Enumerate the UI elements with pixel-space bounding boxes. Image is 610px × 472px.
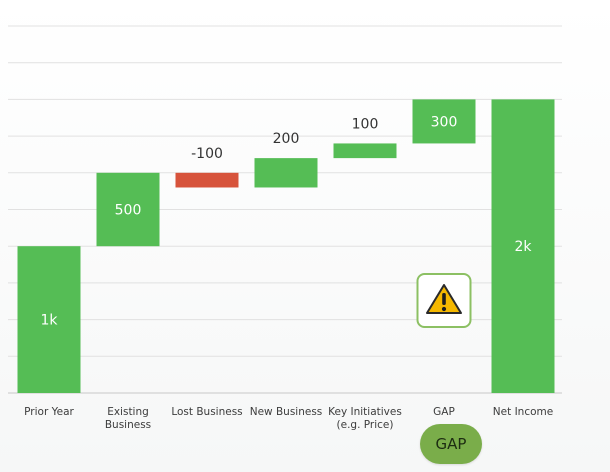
gap-button-label: GAP: [435, 435, 467, 453]
waterfall-bar: [333, 143, 397, 159]
waterfall-bar: [412, 99, 476, 144]
x-tick-label: Key Initiatives (e.g. Price): [328, 406, 402, 431]
data-label: 200: [273, 131, 300, 147]
waterfall-bar: [491, 99, 555, 394]
waterfall-bar: [96, 172, 160, 247]
x-tick-label-line: (e.g. Price): [337, 419, 394, 431]
x-tick-label-line: Existing: [107, 406, 149, 418]
x-tick-label-line: New Business: [250, 406, 323, 418]
data-label: -100: [191, 146, 223, 162]
warning-icon-stem: [442, 293, 446, 305]
data-label: 300: [431, 114, 458, 130]
waterfall-bar: [254, 158, 318, 188]
data-label: 100: [352, 116, 379, 132]
x-tick-label-line: GAP: [433, 406, 455, 418]
data-label: 500: [115, 203, 142, 219]
data-label: 1k: [40, 313, 58, 329]
waterfall-bar: [17, 246, 81, 393]
x-tick-label-line: Key Initiatives: [328, 406, 402, 418]
x-tick-label-line: Prior Year: [24, 406, 74, 418]
x-tick-label-line: Lost Business: [171, 406, 242, 418]
x-tick-label: GAP: [433, 406, 455, 418]
x-tick-label: Net Income: [493, 406, 553, 418]
x-tick-label: New Business: [250, 406, 323, 418]
data-label: 2k: [514, 239, 532, 255]
x-tick-label: Lost Business: [171, 406, 242, 418]
x-tick-label: Existing Business: [105, 406, 151, 431]
x-tick-label: Prior Year: [24, 406, 74, 418]
x-tick-label-line: Net Income: [493, 406, 553, 418]
x-tick-label-line: Business: [105, 419, 151, 431]
gap-button[interactable]: GAP: [420, 424, 482, 464]
waterfall-bar: [175, 172, 239, 188]
warning-icon-dot: [441, 306, 447, 312]
